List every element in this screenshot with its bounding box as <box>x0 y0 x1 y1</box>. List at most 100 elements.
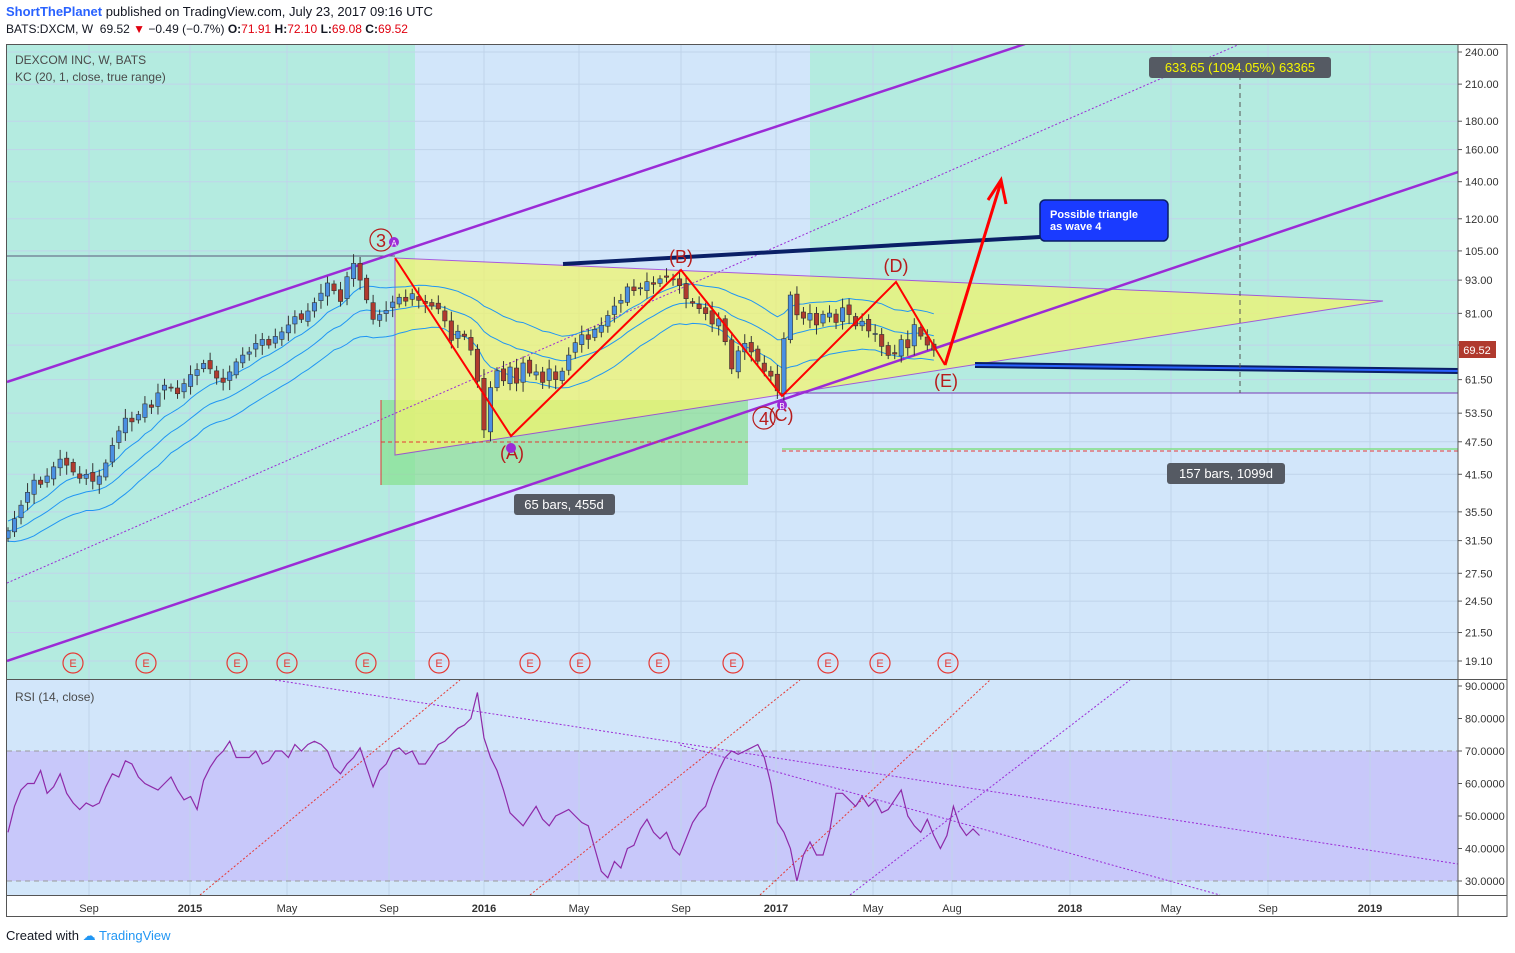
svg-text:E: E <box>944 658 951 670</box>
candle <box>77 466 83 484</box>
candle <box>194 363 200 386</box>
candle <box>807 304 813 329</box>
candle <box>12 510 18 537</box>
candle <box>677 269 683 294</box>
candle <box>703 302 709 321</box>
tradingview-link[interactable]: TradingView <box>99 928 171 943</box>
candle <box>266 335 272 349</box>
rsi-tick-label: 60.0000 <box>1465 779 1505 791</box>
price-axis[interactable] <box>1457 44 1508 917</box>
candle <box>18 500 24 525</box>
main-title: DEXCOM INC, W, BATS <box>15 53 146 67</box>
candle <box>311 297 317 318</box>
earnings-icon[interactable]: E <box>135 652 157 674</box>
candle <box>657 275 663 287</box>
triangle-note-line2: as wave 4 <box>1050 221 1102 233</box>
earnings-icon[interactable]: E <box>937 652 959 674</box>
created-with-text: Created with <box>6 928 79 943</box>
triangle-note[interactable]: Possible triangle as wave 4 <box>1039 199 1169 242</box>
candle <box>253 334 259 358</box>
candle <box>481 369 487 438</box>
svg-text:E: E <box>435 658 442 670</box>
earnings-icon[interactable]: E <box>869 652 891 674</box>
candle <box>285 315 291 341</box>
candle <box>129 411 135 432</box>
candle <box>507 362 513 391</box>
earnings-icon[interactable]: E <box>648 652 670 674</box>
author-link[interactable]: ShortThePlanet <box>6 4 103 19</box>
svg-text:69.52: 69.52 <box>1463 345 1491 357</box>
candle <box>768 366 774 383</box>
candle <box>833 309 839 330</box>
waveB-label: (B) <box>669 247 693 267</box>
candle <box>722 315 728 346</box>
candle <box>240 347 246 368</box>
wave4-label: 4 <box>759 409 769 429</box>
earnings-icon[interactable]: E <box>428 652 450 674</box>
candle <box>520 356 526 392</box>
earnings-icon[interactable]: E <box>722 652 744 674</box>
svg-text:157 bars, 1099d: 157 bars, 1099d <box>1179 466 1273 481</box>
low-value: 69.08 <box>331 22 362 36</box>
price-tick-label: 53.50 <box>1465 408 1493 420</box>
earnings-icon[interactable]: E <box>519 652 541 674</box>
svg-text:E: E <box>283 658 290 670</box>
candle <box>116 425 122 450</box>
candle <box>357 256 363 290</box>
candle <box>872 324 878 342</box>
candle <box>624 283 630 306</box>
rsi-trend-c <box>199 680 461 895</box>
svg-text:E: E <box>729 658 736 670</box>
earnings-icon[interactable]: E <box>355 652 377 674</box>
svg-text:65 bars, 455d: 65 bars, 455d <box>524 497 604 512</box>
rsi-tick-label: 90.0000 <box>1465 681 1505 693</box>
candle <box>487 381 493 442</box>
time-tick-label: May <box>1161 903 1182 915</box>
candle <box>90 463 96 490</box>
candle <box>38 476 44 488</box>
candle <box>794 286 800 320</box>
svg-text:E: E <box>576 658 583 670</box>
range-a-label: 65 bars, 455d <box>514 494 615 515</box>
earnings-icon[interactable]: E <box>276 652 298 674</box>
svg-text:E: E <box>69 658 76 670</box>
candle <box>96 469 102 494</box>
candle <box>644 272 650 299</box>
price-tick-label: 31.50 <box>1465 536 1493 548</box>
candle <box>683 277 689 309</box>
high-value: 72.10 <box>287 22 318 36</box>
candle <box>318 283 324 309</box>
footer: Created with ☁ TradingView <box>6 928 171 944</box>
candle <box>709 301 715 333</box>
candle <box>924 329 930 351</box>
channel-upper-line <box>7 45 1026 384</box>
earnings-icon[interactable]: E <box>569 652 591 674</box>
candle <box>690 297 696 307</box>
candle <box>585 328 591 349</box>
candle <box>175 380 181 399</box>
candle <box>64 451 70 475</box>
time-tick-label: Sep <box>79 903 99 915</box>
price-tick-label: 19.10 <box>1465 656 1493 668</box>
symbol-label: BATS:DXCM, W <box>6 22 94 36</box>
candle <box>592 325 598 342</box>
earnings-icon[interactable]: E <box>226 652 248 674</box>
svg-text:E: E <box>655 658 662 670</box>
candle <box>338 281 344 307</box>
open-label: O: <box>227 22 242 36</box>
earnings-icon[interactable]: E <box>817 652 839 674</box>
candle <box>305 303 311 327</box>
waveE-label: (E) <box>934 371 958 391</box>
rsi-tick-label: 50.0000 <box>1465 811 1505 823</box>
candle <box>885 341 891 360</box>
candle <box>461 330 467 341</box>
candle <box>233 358 239 379</box>
candle <box>103 459 109 481</box>
svg-text:E: E <box>824 658 831 670</box>
candle <box>51 461 57 486</box>
time-tick-label: 2016 <box>472 903 496 915</box>
earnings-icon[interactable]: E <box>62 652 84 674</box>
support-line-inner <box>974 364 1458 372</box>
candle <box>298 310 304 324</box>
